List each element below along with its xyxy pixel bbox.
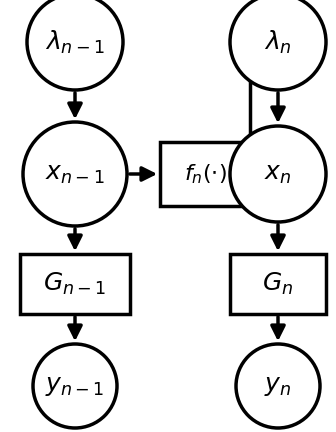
Circle shape — [230, 0, 326, 90]
Text: $\lambda_{n-1}$: $\lambda_{n-1}$ — [45, 29, 105, 56]
Circle shape — [236, 344, 320, 428]
Text: $x_{n-1}$: $x_{n-1}$ — [45, 162, 105, 186]
Text: $f_n(\cdot)$: $f_n(\cdot)$ — [183, 162, 226, 186]
Text: $\lambda_n$: $\lambda_n$ — [264, 29, 292, 56]
FancyBboxPatch shape — [20, 254, 130, 314]
Text: $G_n$: $G_n$ — [262, 271, 294, 297]
Circle shape — [230, 126, 326, 222]
Circle shape — [27, 0, 123, 90]
Text: $G_{n-1}$: $G_{n-1}$ — [43, 271, 107, 297]
FancyBboxPatch shape — [160, 142, 250, 206]
Circle shape — [23, 122, 127, 226]
Text: $y_{n-1}$: $y_{n-1}$ — [45, 374, 105, 398]
Circle shape — [33, 344, 117, 428]
FancyBboxPatch shape — [230, 254, 326, 314]
Text: $y_n$: $y_n$ — [264, 374, 292, 398]
Text: $x_n$: $x_n$ — [264, 162, 292, 186]
